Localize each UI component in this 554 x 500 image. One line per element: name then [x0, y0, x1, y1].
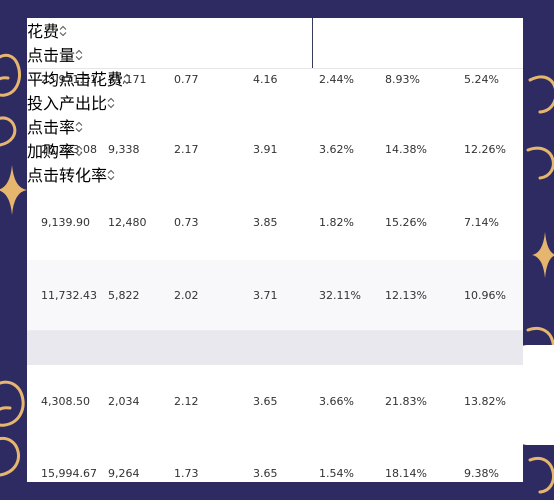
table-cell: 7.14%	[464, 216, 499, 229]
data-table: 23,971.31 31,171 0.77 4.16 2.44% 8.93% 5.24% 20…	[27, 18, 523, 482]
table-row: 4,308.50 2,034 2.12 3.65 3.66% 21.83% 13.82%	[27, 365, 523, 441]
table-cell: 14.38%	[385, 143, 427, 156]
table-cell: 4,308.50	[41, 395, 90, 408]
table-cell: 18.14%	[385, 467, 427, 480]
table-cell: 20,223.08	[41, 143, 97, 156]
table-cell: 13.82%	[464, 395, 506, 408]
table-cell: 9,338	[108, 143, 140, 156]
table-cell: 15,994.67	[41, 467, 97, 480]
header-text: 点击转化率	[27, 166, 108, 185]
placeholder-row	[27, 330, 523, 365]
table-cell: 1.82%	[319, 216, 354, 229]
table-row: 15,994.67 9,264 1.73 3.65 1.54% 18.14% 9.38%	[27, 440, 523, 482]
column-header[interactable]: 点击率	[27, 114, 523, 138]
table-cell: 3.66%	[319, 395, 354, 408]
table-cell: 31,171	[108, 73, 147, 86]
table-cell: 2.02	[174, 289, 199, 302]
table-cell: 23,971.31	[41, 73, 97, 86]
table-cell: 21.83%	[385, 395, 427, 408]
table-cell: 2,034	[108, 395, 140, 408]
table-cell: 12,480	[108, 216, 147, 229]
table-header: 花费点击量平均点击花费 投入产出比点击率加购率点击转化率	[27, 18, 523, 185]
table-cell: 4.16	[253, 73, 278, 86]
table-cell: 3.65	[253, 395, 278, 408]
table-row: 11,732.43 5,822 2.02 3.71 32.11% 12.13% 10.96%	[27, 260, 523, 331]
table-cell: 5,822	[108, 289, 140, 302]
column-header[interactable]: 花费	[27, 18, 523, 42]
table-cell: 0.73	[174, 216, 199, 229]
header-text: 平均点击花费	[27, 70, 124, 89]
column-divider	[312, 18, 313, 68]
header-text: 点击量	[27, 46, 76, 65]
table-cell: 9,139.90	[41, 216, 90, 229]
header-text: 投入产出比	[27, 94, 108, 113]
column-header[interactable]: 平均点击花费	[27, 66, 523, 90]
table-cell: 12.13%	[385, 289, 427, 302]
table-cell: 1.54%	[319, 467, 354, 480]
table-cell: 0.77	[174, 73, 199, 86]
header-text: 花费	[27, 22, 60, 41]
table-cell: 2.17	[174, 143, 199, 156]
column-header[interactable]: 加购率	[27, 138, 523, 162]
table-cell: 1.73	[174, 467, 199, 480]
table-cell: 15.26%	[385, 216, 427, 229]
table-row: 20,223.08 9,338 2.17 3.91 3.62% 14.38% 12.26%	[27, 115, 523, 186]
table-cell: 3.62%	[319, 143, 354, 156]
table-cell: 8.93%	[385, 73, 420, 86]
table-cell: 9.38%	[464, 467, 499, 480]
table-cell: 9,264	[108, 467, 140, 480]
table-cell: 3.85	[253, 216, 278, 229]
table-cell: 3.65	[253, 467, 278, 480]
table-cell: 2.44%	[319, 73, 354, 86]
header-text: 加购率	[27, 142, 76, 161]
table-cell: 32.11%	[319, 289, 361, 302]
table-cell: 2.12	[174, 395, 199, 408]
table-cell: 3.91	[253, 143, 278, 156]
header-text: 点击率	[27, 118, 76, 137]
column-header[interactable]: 点击转化率	[27, 162, 523, 186]
column-header[interactable]: 点击量	[27, 42, 523, 66]
table-cell: 5.24%	[464, 73, 499, 86]
table-cell: 10.96%	[464, 289, 506, 302]
table-cell: 3.71	[253, 289, 278, 302]
table-cell: 12.26%	[464, 143, 506, 156]
table-row: 9,139.90 12,480 0.73 3.85 1.82% 15.26% 7.14%	[27, 185, 523, 261]
column-header[interactable]: 投入产出比	[27, 90, 523, 114]
table-cell: 11,732.43	[41, 289, 97, 302]
